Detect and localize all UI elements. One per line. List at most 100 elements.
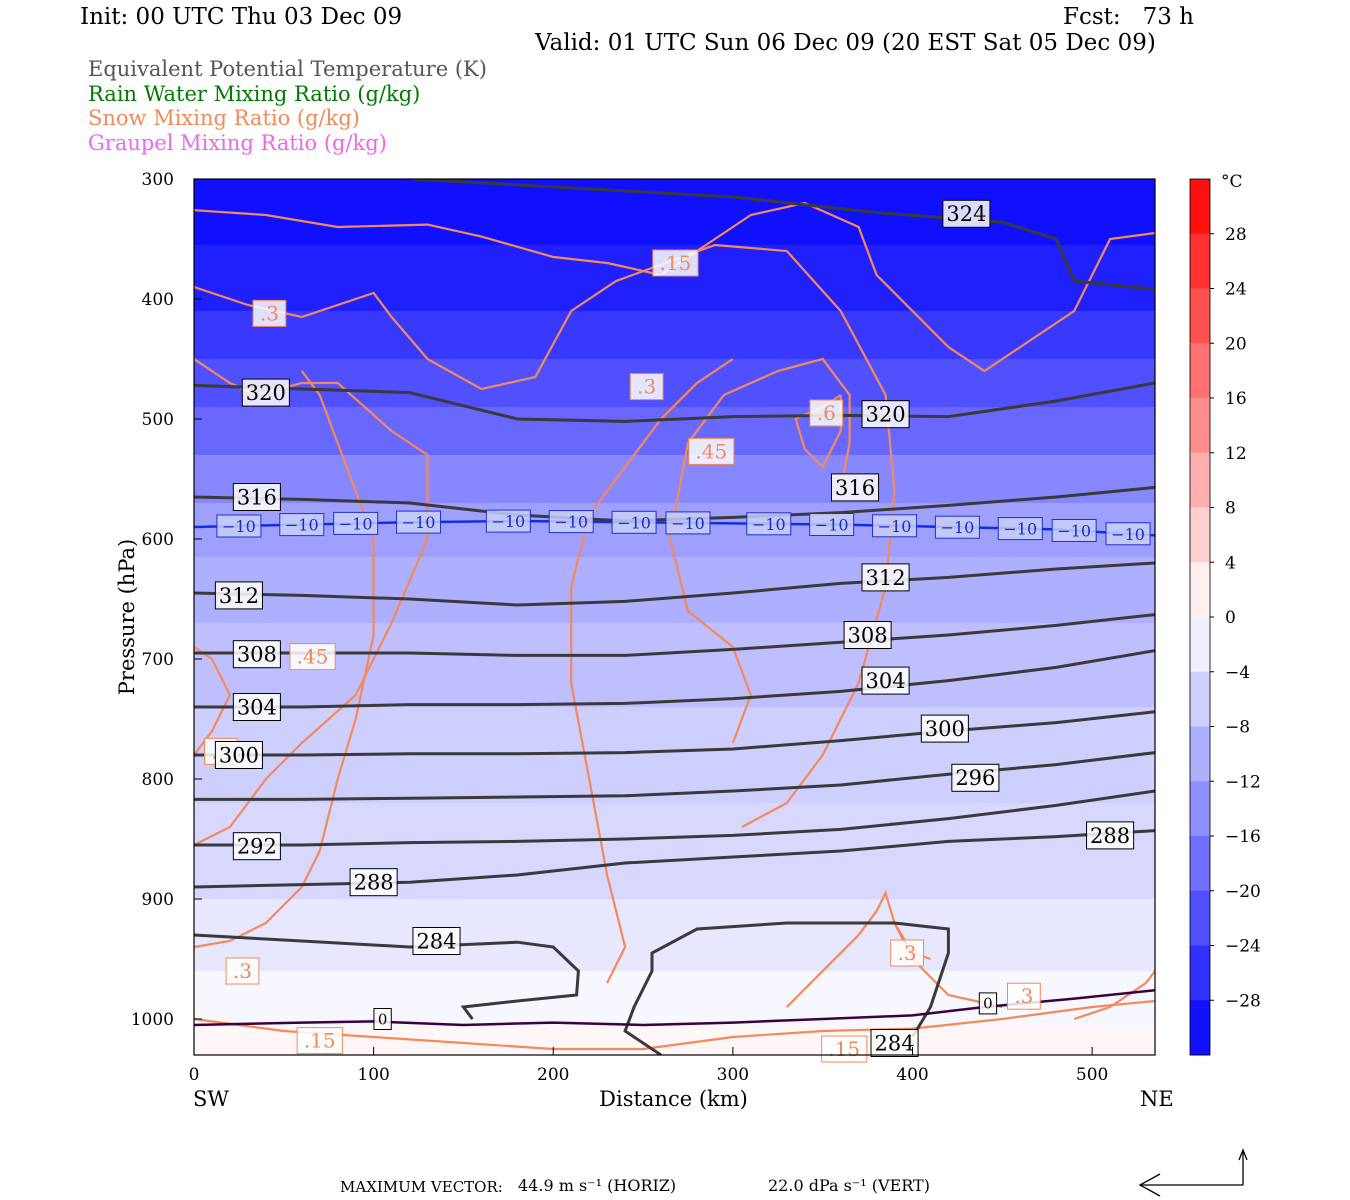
y-tick-label-3: 600 — [142, 530, 174, 550]
snow-label-10: .15 — [821, 1035, 868, 1063]
x-tick-label-1: 100 — [357, 1065, 389, 1085]
colorbar-unit: °C — [1221, 172, 1243, 192]
rain-label-0: 0 — [373, 1008, 392, 1030]
rain-label-0-text: 0 — [378, 1010, 388, 1028]
colorbar-label-13: −24 — [1225, 937, 1261, 957]
theta-contour-13 — [194, 751, 1155, 801]
temperature-fill — [194, 179, 1155, 1055]
colorbar-label-4: 12 — [1225, 444, 1247, 464]
rain-label-1: 0 — [978, 992, 998, 1015]
theta-contour-11 — [194, 710, 1155, 757]
theta-label-15-text: 288 — [354, 871, 394, 895]
isotherm-label-text: −10 — [878, 517, 912, 536]
theta-label-6-box — [861, 563, 910, 592]
colorbar-label-0: 28 — [1225, 225, 1247, 245]
snow-label-10-box — [821, 1035, 868, 1063]
x-axis-title: Distance (km) — [599, 1087, 748, 1111]
isotherm-label-text: −10 — [752, 515, 786, 534]
theta-label-16: 288 — [1086, 821, 1135, 850]
isotherm-label-box — [1105, 522, 1151, 546]
y-tick-label-5: 800 — [142, 770, 174, 790]
isotherm-label-text: −10 — [1003, 520, 1037, 539]
colorbar-label-12: −20 — [1225, 882, 1261, 902]
snow-label-12: .15 — [296, 1027, 343, 1055]
snow-contour-12 — [194, 999, 1155, 1051]
colorbar-label-9: −8 — [1225, 718, 1250, 738]
colorbar-label-6: 4 — [1225, 553, 1236, 573]
isotherm-label-box — [934, 515, 980, 539]
snow-label-11-text: .3 — [1014, 984, 1033, 1008]
theta-label-13-text: 296 — [955, 766, 995, 790]
theta-label-10: 304 — [861, 666, 910, 695]
y-tick-label-0: 300 — [142, 170, 174, 190]
theta-label-1: 320 — [241, 378, 290, 407]
colorbar-label-14: −28 — [1225, 991, 1261, 1011]
colorbar-segment-0 — [1190, 179, 1210, 235]
theta-label-14-text: 292 — [237, 835, 277, 859]
snow-label-10-text: .15 — [828, 1037, 860, 1061]
temp-band-0 — [194, 179, 1155, 245]
theta-label-11-text: 300 — [219, 743, 259, 767]
theta-label-7-box — [232, 640, 281, 669]
theta-label-17-box — [412, 927, 461, 955]
x-tick-label-4: 400 — [896, 1065, 928, 1085]
colorbar-label-7: 0 — [1225, 608, 1236, 628]
max-vector-horiz: 44.9 m s⁻¹ (HORIZ) — [518, 1176, 677, 1195]
isotherm-label-11: −10 — [934, 515, 980, 539]
rain-label-0-box — [373, 1008, 392, 1030]
theta-label-5-box — [214, 581, 263, 610]
colorbar-segment-14 — [1190, 945, 1210, 1001]
y-tick-label-6: 900 — [142, 890, 174, 910]
snow-label-4-text: .45 — [297, 645, 329, 669]
isotherm-label-box — [872, 514, 918, 538]
theta-contour-5 — [194, 561, 1155, 607]
snow-label-4-box — [289, 643, 336, 671]
snow-label-0-text: .15 — [659, 251, 691, 275]
theta-label-18-box — [870, 1029, 919, 1057]
theta-label-2-box — [861, 400, 910, 429]
theta-label-6: 312 — [861, 563, 910, 592]
axes: 0 100 200 300 400 500 300 400 500 600 700 800 900 100… — [115, 170, 1174, 1111]
colorbar-label-10: −12 — [1225, 772, 1261, 792]
isotherm-label-text: −10 — [941, 518, 975, 537]
temp-band-5 — [194, 455, 1155, 503]
theta-label-4-box — [830, 473, 880, 502]
legend-theta-e: Equivalent Potential Temperature (K) — [88, 57, 487, 81]
theta-contour-17 — [194, 933, 580, 1020]
isotherm-label-text: −10 — [617, 513, 651, 532]
theta-label-6-text: 312 — [866, 566, 906, 590]
temp-band-11 — [194, 899, 1155, 971]
snow-label-0: .15 — [652, 249, 699, 277]
colorbar-segment-11 — [1190, 781, 1210, 837]
theta-label-10-box — [861, 666, 910, 695]
isotherm-label-10: −10 — [872, 514, 918, 538]
isotherm-label-box — [665, 511, 711, 535]
snow-label-1-box — [252, 299, 287, 327]
theta-label-11: 300 — [214, 741, 263, 769]
y-tick-label-7: 1000 — [131, 1010, 174, 1030]
snow-label-2-text: .3 — [637, 375, 656, 399]
theta-label-0-box — [942, 199, 991, 228]
max-vector-label: MAXIMUM VECTOR: — [340, 1178, 503, 1196]
isotherm-label-0: −10 — [216, 514, 262, 538]
colorbar-segment-9 — [1190, 671, 1210, 727]
isotherm-label-box — [548, 510, 594, 534]
isotherm-label-8: −10 — [746, 512, 792, 536]
snow-label-13-box — [890, 939, 925, 967]
ne-label: NE — [1140, 1087, 1174, 1111]
snow-label-13-text: .3 — [898, 941, 917, 965]
snow-label-4: .45 — [289, 643, 336, 671]
isotherm-label-text: −10 — [1057, 521, 1091, 540]
snow-label-3-text: .45 — [695, 439, 727, 463]
colorbar-segment-15 — [1190, 1000, 1210, 1056]
theta-label-13: 296 — [951, 763, 1000, 792]
isotherm-label-text: −10 — [1111, 525, 1145, 544]
snow-label-0-box — [652, 249, 699, 277]
theta-label-13-box — [951, 763, 1000, 792]
snow-label-11: .3 — [1006, 982, 1041, 1010]
isotherm-label-9: −10 — [809, 513, 855, 536]
theta-label-9-box — [232, 693, 281, 721]
y-tick-label-4: 700 — [142, 650, 174, 670]
isotherm-label-12: −10 — [997, 517, 1043, 541]
theta-label-9: 304 — [232, 693, 281, 721]
